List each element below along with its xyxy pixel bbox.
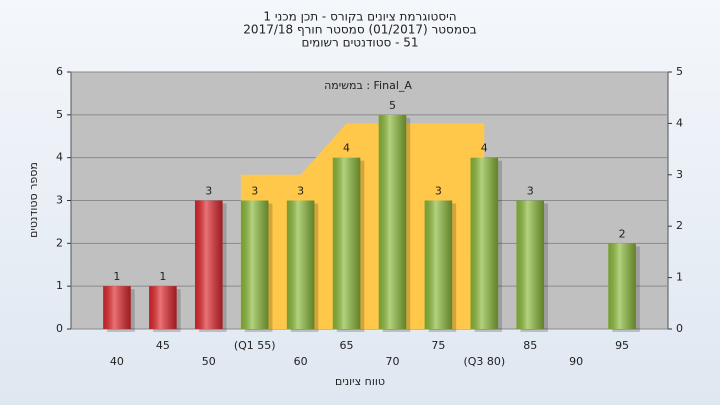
y2-tick-label: 5 — [676, 65, 683, 78]
y2-tick-label: 4 — [676, 116, 683, 129]
y-tick-label: 0 — [56, 322, 63, 335]
subtitle: 51 - סטודנטים רשומים — [301, 36, 418, 50]
data-label: 5 — [389, 99, 396, 112]
x-tick-label: (Q1 55) — [234, 339, 276, 352]
y-axis-label: מספר סטודנטים — [27, 162, 40, 238]
data-label: 3 — [435, 185, 442, 198]
y-tick-label: 3 — [56, 194, 63, 207]
y2-tick-label: 0 — [676, 322, 683, 335]
y2-tick-label: 1 — [676, 271, 683, 284]
x-tick-label: 90 — [569, 355, 583, 368]
data-label: 4 — [343, 142, 350, 155]
x-tick-label: (Q3 80) — [463, 355, 505, 368]
y-tick-label: 5 — [56, 108, 63, 121]
annotation: במשימה : Final_A — [324, 79, 412, 92]
bar-shine — [149, 286, 177, 329]
y-tick-label: 4 — [56, 151, 63, 164]
x-tick-label: 70 — [385, 355, 399, 368]
x-tick-label: 40 — [110, 355, 124, 368]
y-tick-label: 1 — [56, 279, 63, 292]
title: היסטוגרמת ציונים בקורס - תכן מכני 1 — [263, 10, 456, 24]
y2-tick-label: 2 — [676, 219, 683, 232]
data-label: 1 — [159, 270, 166, 283]
bar-shine — [240, 200, 269, 329]
x-tick-label: 50 — [202, 355, 216, 368]
data-label: 4 — [481, 142, 488, 155]
bar-shine — [516, 200, 545, 329]
data-label: 3 — [297, 185, 304, 198]
bar-shine — [424, 200, 453, 329]
x-tick-label: 60 — [294, 355, 308, 368]
bar-shine — [103, 286, 131, 329]
x-tick-label: 75 — [431, 339, 445, 352]
data-label: 3 — [251, 185, 258, 198]
bar-shine — [608, 243, 636, 329]
x-tick-label: 65 — [340, 339, 354, 352]
x-axis-label: טווח ציונים — [335, 375, 385, 388]
x-tick-label: 85 — [523, 339, 537, 352]
data-label: 3 — [205, 185, 212, 198]
bar-shine — [194, 200, 223, 329]
subtitle: בסמסטר (01/2017) סמסטר חורף 2017/18 — [243, 23, 476, 37]
bar-shine — [378, 114, 407, 329]
y-tick-label: 2 — [56, 236, 63, 249]
data-label: 1 — [113, 270, 120, 283]
bar-shine — [470, 157, 499, 329]
data-label: 3 — [527, 185, 534, 198]
data-label: 2 — [619, 227, 626, 240]
x-tick-label: 45 — [156, 339, 170, 352]
x-tick-label: 95 — [615, 339, 629, 352]
y2-tick-label: 3 — [676, 168, 683, 181]
bar-shine — [286, 200, 315, 329]
y-tick-label: 6 — [56, 65, 63, 78]
bar-shine — [332, 157, 361, 329]
